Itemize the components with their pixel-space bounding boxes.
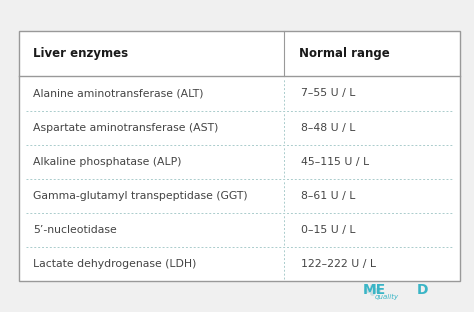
Text: 122–222 U / L: 122–222 U / L (301, 259, 376, 269)
Text: Gamma-glutamyl transpeptidase (GGT): Gamma-glutamyl transpeptidase (GGT) (33, 191, 248, 201)
Text: Normal range: Normal range (299, 47, 389, 60)
Text: ME: ME (363, 283, 386, 296)
Text: quality: quality (374, 294, 399, 300)
Text: 8–48 U / L: 8–48 U / L (301, 123, 356, 133)
Text: 45–115 U / L: 45–115 U / L (301, 157, 369, 167)
Text: Alanine aminotransferase (ALT): Alanine aminotransferase (ALT) (33, 89, 204, 99)
FancyBboxPatch shape (19, 31, 460, 281)
Text: Alkaline phosphatase (ALP): Alkaline phosphatase (ALP) (33, 157, 182, 167)
Text: 0–15 U / L: 0–15 U / L (301, 225, 356, 235)
Text: 5’-nucleotidase: 5’-nucleotidase (33, 225, 117, 235)
Text: Aspartate aminotransferase (AST): Aspartate aminotransferase (AST) (33, 123, 219, 133)
Text: D: D (417, 283, 428, 296)
Text: 7–55 U / L: 7–55 U / L (301, 89, 356, 99)
Text: Lactate dehydrogenase (LDH): Lactate dehydrogenase (LDH) (33, 259, 197, 269)
Text: Liver enzymes: Liver enzymes (33, 47, 128, 60)
Text: 8–61 U / L: 8–61 U / L (301, 191, 356, 201)
